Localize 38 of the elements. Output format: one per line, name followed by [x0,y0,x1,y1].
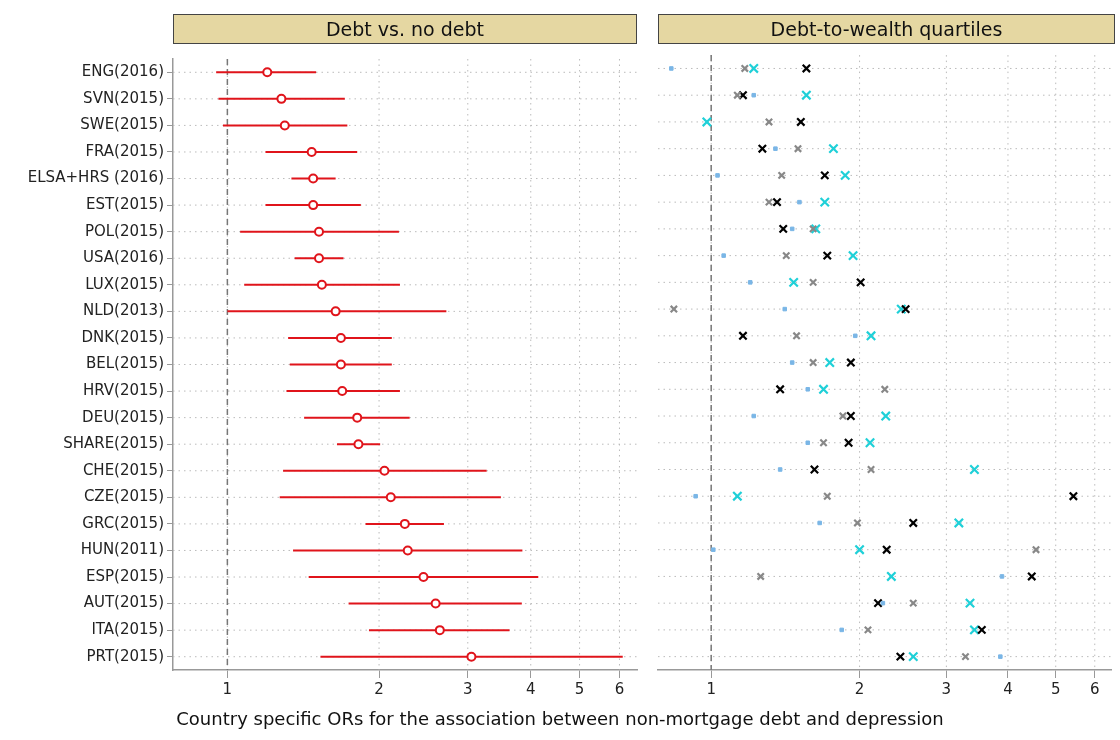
x-tick-label: 4 [525,679,536,698]
y-tick-label: FRA(2015) [85,141,164,160]
y-tick-label: SWE(2015) [80,115,164,134]
x-tick-label: 5 [1050,679,1061,698]
y-tick-label: ENG(2016) [81,62,164,81]
y-tick-label: SVN(2015) [83,88,164,107]
y-tick-label: AUT(2015) [83,593,164,612]
y-tick-label: ESP(2015) [86,566,164,585]
y-tick-label: NLD(2013) [82,301,164,320]
x-tick-label: 1 [706,679,716,698]
y-tick-label: HRV(2015) [82,380,164,399]
text: Country specific ORs for the association between non-mortgage debt and depression [175,708,945,729]
chart-title: Debt vs. no debt [173,14,637,44]
y-tick-label: LUX(2015) [85,274,164,293]
y-tick-label: PRT(2015) [86,646,164,665]
y-tick-label: BEL(2015) [85,354,164,373]
y-tick-label: ELSA+HRS (2016) [27,168,164,187]
x-tick-label: 3 [941,679,952,698]
x-tick-label: 6 [614,679,625,698]
x-tick-label: 3 [463,679,473,698]
y-tick-label: SHARE(2015) [63,434,164,453]
chart-title: Debt-to-wealth quartiles [658,14,1115,44]
y-tick-label: CHE(2015) [82,460,164,479]
x-tick-label: 1 [222,679,233,698]
y-tick-label: GRC(2015) [82,513,164,532]
y-tick-label: ITA(2015) [91,620,164,639]
y-tick-label: HUN(2011) [80,540,164,559]
y-tick-label: DNK(2015) [81,327,164,346]
x-tick-label: 2 [854,679,865,698]
x-tick-label: 4 [1003,679,1013,698]
y-tick-label: USA(2016) [83,248,164,267]
x-tick-label: 5 [574,679,585,698]
y-tick-label: CZE(2015) [83,487,164,506]
y-tick-label: EST(2015) [85,195,164,213]
x-tick-label: 2 [374,679,384,698]
x-tick-label: 6 [1089,679,1100,698]
y-tick-label: POL(2015) [84,221,164,240]
y-tick-label: DEU(2015) [82,407,164,426]
